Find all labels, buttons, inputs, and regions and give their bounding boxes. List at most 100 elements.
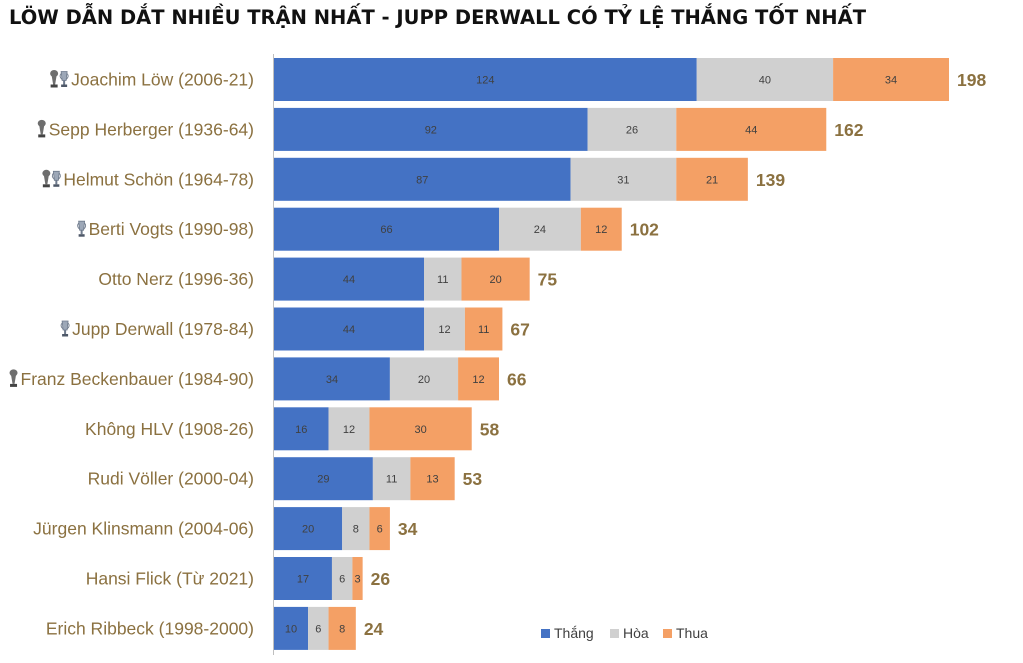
bar-value-label: 44 (343, 324, 355, 336)
euro-trophy-icon (77, 220, 87, 237)
legend-label: Thắng (554, 625, 594, 641)
legend-swatch (541, 629, 550, 638)
bar-loss (369, 507, 390, 551)
bar-value-label: 8 (339, 623, 345, 635)
bar-value-label: 12 (438, 324, 450, 336)
bar-value-label: 30 (414, 424, 426, 436)
bar-value-label: 34 (885, 75, 897, 87)
legend-swatch (663, 629, 672, 638)
total-label: 58 (480, 419, 500, 439)
category-label: Không HLV (1908-26) (85, 419, 254, 439)
bar-value-label: 40 (759, 75, 771, 87)
labels-layer: Joachim Löw (2006-21) 124 40 34 198 Sepp Herb… (9, 70, 986, 639)
bar-value-label: 13 (426, 474, 438, 486)
bar-value-label: 92 (425, 124, 437, 136)
category-label: Joachim Löw (2006-21) (71, 70, 254, 90)
bar-draw (389, 357, 459, 401)
legend-item-win: Thắng (541, 625, 594, 641)
euro-trophy-icon (59, 71, 69, 87)
bar-value-label: 8 (353, 524, 359, 536)
bar-draw (696, 58, 834, 101)
bar-win (274, 557, 332, 600)
bar-win (274, 407, 329, 451)
bar-win (274, 457, 373, 501)
total-label: 34 (398, 519, 418, 539)
world-cup-trophy-icon (42, 169, 51, 188)
bars-layer (274, 58, 949, 650)
bar-loss (328, 606, 356, 650)
bar-value-label: 20 (418, 374, 430, 386)
total-label: 75 (538, 270, 558, 290)
bar-value-label: 26 (626, 124, 638, 136)
bar-draw (331, 557, 353, 600)
bar-value-label: 6 (377, 524, 383, 536)
bar-value-label: 31 (617, 174, 629, 186)
category-label: Jupp Derwall (1978-84) (72, 319, 254, 339)
legend-label: Thua (676, 625, 708, 641)
bar-draw (499, 207, 581, 251)
bar-loss (410, 457, 455, 501)
bar-win (274, 157, 571, 201)
bar-loss (464, 307, 503, 351)
category-label: Otto Nerz (1996-36) (98, 269, 254, 289)
legend-label: Hòa (623, 625, 649, 641)
bar-loss (833, 58, 949, 101)
bar-value-label: 21 (706, 174, 718, 186)
category-label: Helmut Schön (1964-78) (63, 169, 254, 189)
bar-value-label: 66 (380, 224, 392, 236)
bar-loss (580, 207, 622, 251)
bar-draw (372, 457, 411, 501)
world-cup-trophy-icon (50, 70, 59, 88)
category-label: Hansi Flick (Từ 2021) (86, 569, 254, 589)
bar-value-label: 11 (386, 474, 397, 486)
bar-win (274, 307, 424, 351)
bar-value-label: 87 (416, 174, 428, 186)
bar-value-label: 11 (478, 324, 489, 336)
bar-draw (570, 157, 677, 201)
category-label: Sepp Herberger (1936-64) (49, 119, 254, 139)
bar-loss (458, 357, 499, 401)
bar-value-label: 29 (317, 474, 329, 486)
bar-win (274, 207, 499, 251)
bar-value-label: 44 (343, 274, 355, 286)
category-label: Rudi Völler (2000-04) (88, 469, 254, 489)
bar-value-label: 3 (354, 574, 360, 586)
bar-value-label: 12 (343, 424, 355, 436)
bar-value-label: 12 (595, 224, 607, 236)
category-label: Jürgen Klinsmann (2004-06) (33, 519, 254, 539)
bar-value-label: 44 (745, 124, 757, 136)
bar-win (274, 257, 424, 301)
bar-draw (587, 107, 677, 151)
bar-loss (369, 407, 472, 451)
world-cup-trophy-icon (37, 119, 46, 138)
bar-loss (461, 257, 530, 301)
bar-draw (342, 507, 370, 551)
category-label: Berti Vogts (1990-98) (89, 219, 254, 239)
bar-win (274, 357, 390, 401)
bar-value-label: 10 (285, 623, 297, 635)
category-label: Erich Ribbeck (1998-2000) (46, 618, 254, 638)
total-label: 198 (957, 70, 986, 90)
world-cup-trophy-icon (9, 369, 18, 387)
bar-loss (676, 157, 748, 201)
bar-value-label: 24 (534, 224, 546, 236)
bar-loss (352, 557, 363, 600)
legend: Thắng Hòa Thua (541, 625, 708, 641)
bar-draw (328, 407, 370, 451)
bar-value-label: 20 (302, 524, 314, 536)
euro-trophy-icon (60, 320, 70, 337)
bar-value-label: 34 (326, 374, 338, 386)
legend-item-loss: Thua (663, 625, 708, 641)
bar-draw (424, 307, 465, 351)
bar-value-label: 6 (315, 623, 321, 635)
bar-draw (424, 257, 462, 301)
bar-value-label: 124 (476, 75, 494, 87)
bar-value-label: 11 (437, 274, 448, 286)
bar-win (274, 507, 343, 551)
bar-draw (308, 606, 329, 650)
euro-trophy-icon (51, 170, 61, 187)
category-label: Franz Beckenbauer (1984-90) (21, 369, 254, 389)
bar-win (274, 58, 697, 101)
total-label: 66 (507, 369, 527, 389)
